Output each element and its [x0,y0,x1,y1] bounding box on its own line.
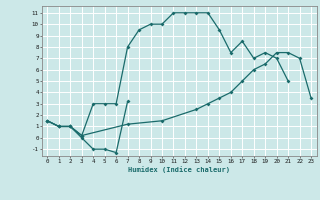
X-axis label: Humidex (Indice chaleur): Humidex (Indice chaleur) [128,167,230,173]
